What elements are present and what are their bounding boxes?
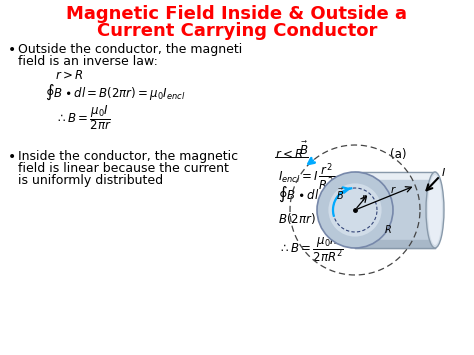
Text: $I_{encl} = I\,\dfrac{r^2}{R^2}$: $I_{encl} = I\,\dfrac{r^2}{R^2}$ <box>278 162 335 193</box>
Text: •: • <box>8 150 16 164</box>
Text: $\therefore B = \dfrac{\mu_0 I}{2\pi r}$: $\therefore B = \dfrac{\mu_0 I}{2\pi r}$ <box>55 103 111 132</box>
Text: $r > R$: $r > R$ <box>55 69 83 82</box>
Text: $\therefore B = \dfrac{\mu_0 I r}{2\pi R^2}$: $\therefore B = \dfrac{\mu_0 I r}{2\pi R… <box>278 233 344 264</box>
Text: Inside the conductor, the magnetic: Inside the conductor, the magnetic <box>18 150 238 163</box>
Text: $\vec{B}$: $\vec{B}$ <box>299 141 308 158</box>
Text: Outside the conductor, the magneti: Outside the conductor, the magneti <box>18 43 242 56</box>
Text: $r$: $r$ <box>390 184 397 195</box>
Ellipse shape <box>428 175 442 245</box>
Text: Current Carrying Conductor: Current Carrying Conductor <box>97 22 377 40</box>
Text: $\oint B \bullet dl = \mu_0 I_{encl}$: $\oint B \bullet dl = \mu_0 I_{encl}$ <box>278 185 367 204</box>
Circle shape <box>328 184 382 236</box>
Text: $\oint B \bullet dl = B(2\pi r) = \mu_0 I_{encl}$: $\oint B \bullet dl = B(2\pi r) = \mu_0 … <box>45 83 185 102</box>
Ellipse shape <box>426 172 444 248</box>
Text: $B(2\pi r) = \mu_0 I\,\dfrac{r^2}{R^2}$: $B(2\pi r) = \mu_0 I\,\dfrac{r^2}{R^2}$ <box>278 205 364 236</box>
Text: $R$: $R$ <box>384 223 392 235</box>
Circle shape <box>317 172 393 248</box>
Text: (a): (a) <box>390 148 407 161</box>
Text: $r < R$: $r < R$ <box>275 148 303 161</box>
Text: $r$: $r$ <box>361 192 367 203</box>
Text: field is an inverse law:: field is an inverse law: <box>18 55 158 68</box>
Text: is uniformly distributed: is uniformly distributed <box>18 174 163 187</box>
Text: •: • <box>8 43 16 57</box>
Text: $I$: $I$ <box>441 166 446 178</box>
Text: $\vec{B}$: $\vec{B}$ <box>336 186 344 202</box>
Text: field is linear because the current: field is linear because the current <box>18 162 229 175</box>
Text: Magnetic Field Inside & Outside a: Magnetic Field Inside & Outside a <box>66 5 408 23</box>
